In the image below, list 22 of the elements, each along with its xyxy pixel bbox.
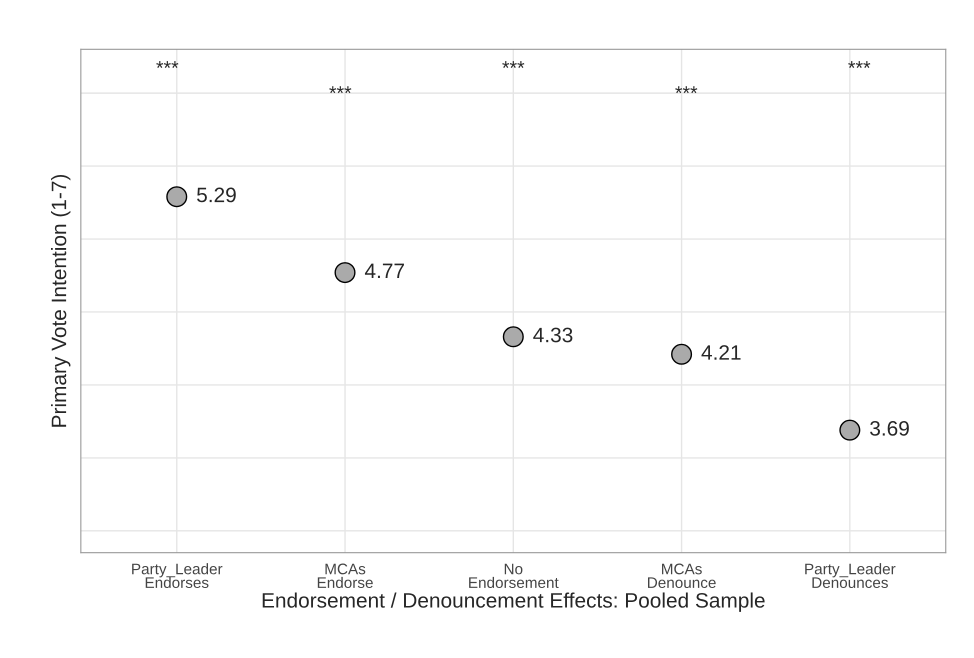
point — [839, 420, 860, 441]
point — [502, 326, 524, 348]
annotation: *** — [848, 61, 870, 68]
annotation: *** — [156, 61, 178, 68]
x-tick-label: MCAs Endorse — [318, 564, 373, 588]
annotation: *** — [329, 86, 352, 94]
x-axis-title: Endorsement / Denouncement Effects: Pooled Sample — [262, 592, 765, 612]
annotation: *** — [502, 61, 524, 68]
data-label: 4.77 — [364, 264, 404, 278]
x-tick-label: Party_Leader Endorses — [132, 563, 222, 588]
data-label: 4.21 — [701, 345, 741, 360]
y-axis-title: Primary Vote Intention (1-7) — [51, 174, 70, 427]
data-label: 5.29 — [197, 188, 236, 202]
point — [671, 344, 692, 365]
x-tick-label: Party_Leader Denounces — [805, 563, 896, 588]
data-label: 4.33 — [533, 328, 572, 342]
point — [166, 186, 188, 208]
x-tick-label: MCAs Denounce — [648, 564, 716, 588]
x-tick-label: No Endorsement — [469, 564, 559, 588]
point — [334, 262, 356, 284]
data-label: 3.69 — [870, 421, 909, 436]
annotation: *** — [675, 86, 698, 94]
